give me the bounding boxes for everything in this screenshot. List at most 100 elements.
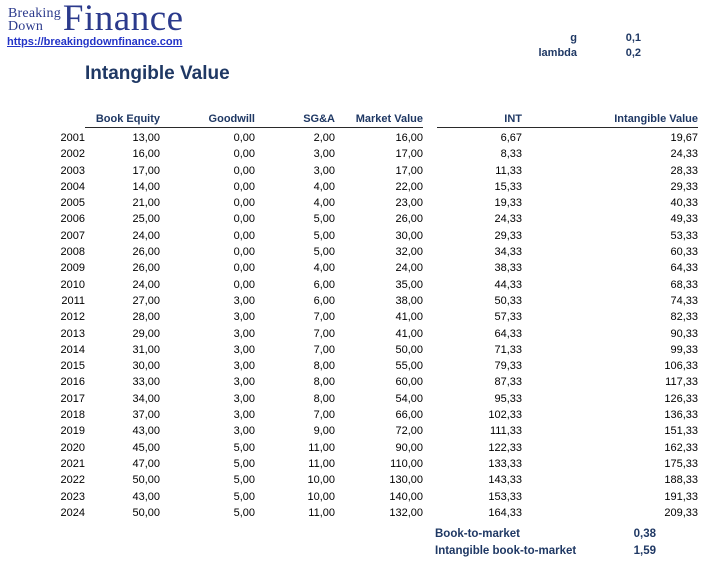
cell-spacer [423,228,437,244]
cell-spacer [423,489,437,505]
cell-spacer [423,374,437,390]
header-goodwill: Goodwill [160,110,255,128]
cell-goodwill: 0,00 [233,197,255,210]
cell-book-equity: 13,00 [132,132,160,144]
cell-book-equity: 26,00 [132,262,160,275]
cell-spacer [423,342,437,358]
website-link[interactable]: https://breakingdownfinance.com [7,36,183,48]
cell-goodwill: 0,00 [233,278,255,291]
cell-market-value: 60,00 [395,376,423,389]
table-row: 2015 30,00 3,00 8,00 55,00 79,33 106,33 [43,358,698,374]
table-row: 2011 27,00 3,00 6,00 38,00 50,33 74,33 [43,293,698,309]
table-row: 2002 16,00 0,00 3,00 17,00 8,33 24,33 [43,146,698,162]
summary: Book-to-market 0,38 Intangible book-to-m… [435,526,656,559]
cell-book-equity: 21,00 [132,197,160,210]
cell-book-equity: 24,00 [132,278,160,291]
table-row: 2020 45,00 5,00 11,00 90,00 122,33 162,33 [43,440,698,456]
brand-logo: Breaking Down Finance [8,0,184,37]
cell-spacer [423,326,437,342]
cell-sga: 8,00 [313,392,335,405]
cell-int: 102,33 [488,409,522,422]
cell-intangible-value: 74,33 [670,294,698,307]
param-g-label: g [570,32,577,44]
cell-goodwill: 0,00 [233,148,255,161]
cell-intangible-value: 175,33 [664,457,698,470]
cell-intangible-value: 188,33 [664,474,698,487]
cell-spacer [423,391,437,407]
cell-int: 38,33 [494,262,522,275]
cell-spacer [423,407,437,423]
model-parameters: g 0,1 lambda 0,2 [538,32,641,60]
cell-intangible-value: 53,33 [670,229,698,242]
cell-market-value: 55,00 [395,360,423,373]
cell-intangible-value: 29,33 [670,180,698,193]
cell-year: 2003 [60,164,85,177]
cell-int: 153,33 [488,490,522,503]
cell-int: 15,33 [494,180,522,193]
cell-market-value: 35,00 [395,278,423,291]
cell-int: 95,33 [494,392,522,405]
cell-sga: 5,00 [313,229,335,242]
cell-goodwill: 0,00 [233,262,255,275]
cell-year: 2022 [60,474,85,487]
cell-goodwill: 0,00 [233,229,255,242]
cell-sga: 9,00 [313,425,335,438]
brand-word-down: Down [8,19,44,34]
cell-goodwill: 3,00 [233,425,255,438]
cell-int: 44,33 [494,278,522,291]
cell-year: 2020 [60,441,85,454]
cell-book-equity: 17,00 [132,164,160,177]
cell-spacer [423,309,437,325]
cell-int: 143,33 [488,474,522,487]
cell-spacer [423,195,437,211]
cell-year: 2018 [60,409,85,422]
brand-logo-stack: Breaking Down [8,7,61,34]
param-lambda-label: lambda [538,47,577,59]
cell-market-value: 30,00 [395,229,423,242]
cell-intangible-value: 68,33 [670,278,698,291]
cell-intangible-value: 60,33 [670,246,698,259]
cell-year: 2013 [60,327,85,340]
cell-int: 50,33 [494,294,522,307]
cell-sga: 3,00 [313,164,335,177]
cell-sga: 2,00 [313,132,335,144]
cell-intangible-value: 117,33 [665,376,698,389]
cell-year: 2015 [60,360,85,373]
cell-year: 2014 [60,343,85,356]
cell-sga: 10,00 [307,474,335,487]
cell-book-equity: 45,00 [132,441,160,454]
cell-market-value: 130,00 [389,474,423,487]
cell-intangible-value: 209,33 [664,506,698,519]
cell-spacer [423,163,437,179]
cell-goodwill: 0,00 [233,246,255,259]
cell-int: 133,33 [488,457,522,470]
table-row: 2019 43,00 3,00 9,00 72,00 111,33 151,33 [43,423,698,439]
summary-label: Book-to-market [435,528,520,540]
cell-market-value: 38,00 [395,294,423,307]
cell-sga: 3,00 [313,148,335,161]
summary-row-book-to-market: Book-to-market 0,38 [435,526,656,543]
cell-market-value: 41,00 [395,327,423,340]
cell-year: 2007 [60,229,85,242]
page-title: Intangible Value [85,63,230,84]
cell-book-equity: 31,00 [132,343,160,356]
cell-intangible-value: 191,33 [664,490,698,503]
cell-int: 34,33 [494,246,522,259]
table-row: 2016 33,00 3,00 8,00 60,00 87,33 117,33 [43,374,698,390]
cell-book-equity: 28,00 [132,311,160,324]
cell-sga: 7,00 [313,311,335,324]
cell-market-value: 140,00 [389,490,423,503]
cell-market-value: 90,00 [395,441,423,454]
cell-year: 2008 [60,246,85,259]
cell-market-value: 132,00 [389,506,423,519]
cell-goodwill: 3,00 [233,376,255,389]
cell-sga: 11,00 [308,457,335,470]
cell-market-value: 72,00 [395,425,423,438]
cell-spacer [423,277,437,293]
header-year [43,110,85,128]
cell-market-value: 41,00 [395,311,423,324]
cell-year: 2006 [60,213,85,226]
cell-book-equity: 47,00 [132,457,160,470]
cell-goodwill: 5,00 [233,457,255,470]
cell-int: 24,33 [494,213,522,226]
